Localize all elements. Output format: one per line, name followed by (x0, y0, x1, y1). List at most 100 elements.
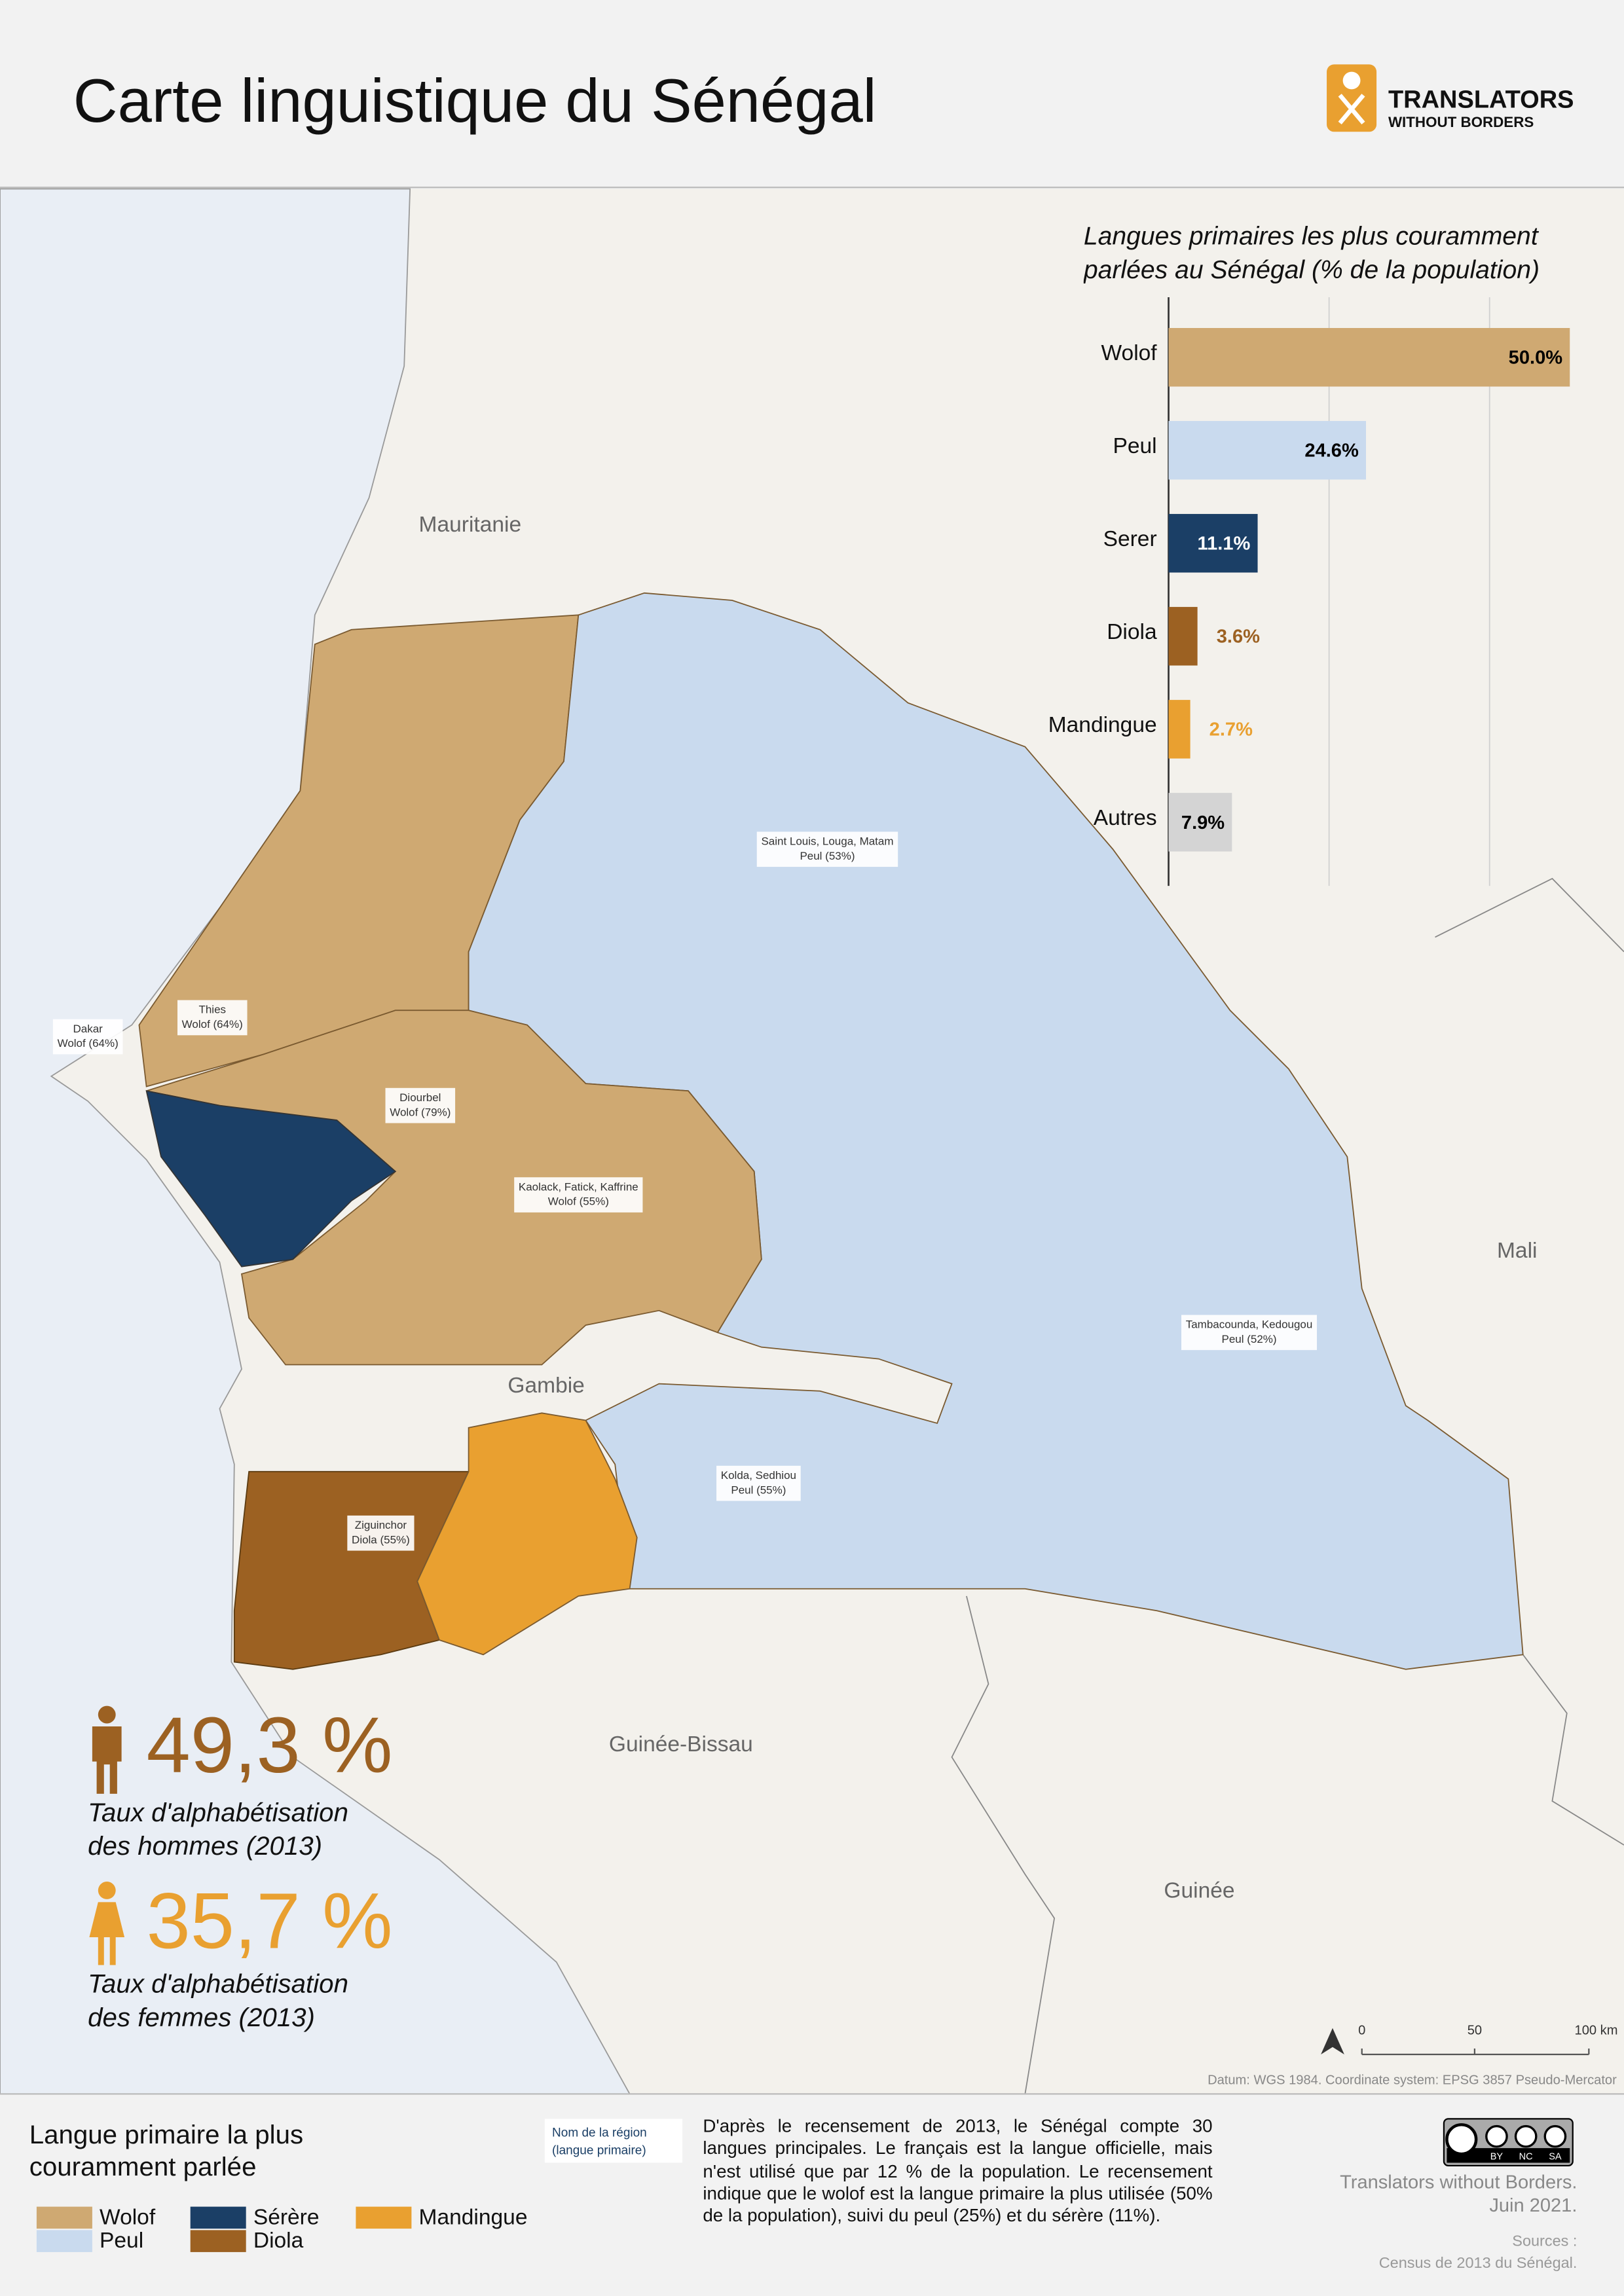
region-label-box (514, 1177, 643, 1212)
cc-icon (1445, 2123, 1478, 2156)
literacy-caption: des hommes (2013) (88, 1831, 322, 1861)
literacy: 49,3 % Taux d'alphabétisation des hommes… (88, 1701, 392, 2032)
literacy-caption: des femmes (2013) (88, 2003, 315, 2032)
scale-label: 50 (1467, 2023, 1482, 2037)
bar (1168, 514, 1258, 573)
literacy-figure: 49,3 % (147, 1701, 393, 1789)
map (0, 188, 1624, 2095)
region-language: Peul (52%) (1222, 1333, 1277, 1345)
legend-label: Diola (253, 2229, 304, 2253)
y-tick-label: Mandingue (1048, 713, 1157, 737)
value-label: 24.6% (1304, 441, 1359, 462)
bar-chart: Wolof 50.0% Peul 24.6% Serer 11.1% Diola 3.6% Ma… (1048, 297, 1570, 886)
region-label-box (52, 1019, 123, 1055)
legend-key: Nom de la région (552, 2126, 647, 2140)
region-name: Saint Louis, Louga, Matam (761, 835, 893, 848)
y-tick-label: Peul (1113, 434, 1157, 458)
legend-swatch (190, 2206, 246, 2229)
country-label: Guinée-Bissau (609, 1732, 753, 1757)
region-name: Ziguinchor (355, 1519, 407, 1531)
icon-head (98, 1705, 116, 1724)
region-language: Peul (55%) (731, 1484, 786, 1496)
icon-woman (89, 1882, 125, 1965)
legend-label: Wolof (100, 2205, 156, 2229)
region-name: Thies (198, 1004, 226, 1016)
region-name: Tambacounda, Kedougou (1186, 1319, 1313, 1331)
logo-head (1342, 71, 1361, 90)
badge-strip (1447, 2148, 1570, 2163)
badge-icon (1543, 2124, 1567, 2148)
region-language: Wolof (64%) (58, 1037, 119, 1049)
region-language: Wolof (64%) (182, 1018, 243, 1030)
legend-title: couramment parlée (29, 2152, 257, 2181)
region-label-box (385, 1087, 456, 1123)
icon-body (92, 1726, 122, 1794)
country-label: Mali (1497, 1239, 1537, 1263)
literacy-caption: Taux d'alphabétisation (88, 1798, 348, 1827)
region-language: Wolof (55%) (548, 1195, 609, 1208)
region-name: Dakar (73, 1023, 103, 1035)
region-name: Kolda, Sedhiou (721, 1469, 796, 1482)
region-name: Diourbel (399, 1091, 441, 1104)
legend-key: (langue primaire) (552, 2144, 646, 2158)
region-label-box (756, 831, 898, 867)
chart-title: Langues primaires les plus couramment pa… (1083, 221, 1540, 284)
bar (1168, 793, 1232, 852)
title: Carte linguistique du Sénégal (73, 66, 877, 135)
legend-label: Sérère (253, 2205, 320, 2229)
legend-swatch (36, 2206, 92, 2229)
license-term: BY (1490, 2151, 1504, 2162)
icon-head (98, 1882, 116, 1899)
legend-swatch (356, 2206, 412, 2229)
legend-swatch (190, 2230, 246, 2252)
y-tick-label: Diola (1107, 620, 1157, 644)
license-term: NC (1519, 2151, 1533, 2162)
chart-title-box: Langues primaires les plus couramment pa… (1083, 221, 1540, 284)
logo-text: TRANSLATORS (1388, 86, 1574, 113)
bar (1168, 328, 1570, 387)
y-tick-label: Serer (1103, 527, 1157, 551)
region-language: Peul (53%) (800, 850, 855, 862)
bar (1168, 421, 1366, 480)
ocean (0, 188, 631, 2095)
region-label-box (347, 1515, 415, 1551)
bar (1168, 607, 1198, 666)
region-wolof-centre (146, 1010, 762, 1366)
value-label: 50.0% (1509, 348, 1563, 369)
credit: Juin 2021. (1489, 2195, 1577, 2216)
region-label-box (716, 1465, 801, 1501)
literacy-figure: 35,7 % (147, 1876, 393, 1965)
datum-bg (1171, 2069, 1624, 2093)
footer-bg (0, 2094, 1624, 2296)
border (1435, 877, 1624, 953)
scale-label: 0 (1358, 2023, 1365, 2037)
country-label: Guinée (1164, 1879, 1234, 1903)
scale-label: 100 km (1575, 2023, 1618, 2037)
y-tick-label: Wolof (1101, 341, 1158, 365)
country-label: Gambie (507, 1374, 584, 1398)
region-name: Kaolack, Fatick, Kaffrine (519, 1180, 638, 1193)
bar (1168, 700, 1190, 759)
badge-icon (1485, 2124, 1508, 2148)
sources: Sources : (1512, 2232, 1577, 2249)
legend-label: Mandingue (419, 2205, 528, 2229)
note: D'après le recensement de 2013, le Sénég… (703, 2115, 1213, 2227)
border (1522, 1654, 1624, 1846)
license-badge: BY NC SA (1443, 2118, 1574, 2167)
datum: Datum: WGS 1984. Coordinate system: EPSG… (1208, 2073, 1617, 2088)
logo-mark (1327, 64, 1377, 132)
sources: Census de 2013 du Sénégal. (1379, 2254, 1578, 2271)
region-label-box (177, 1000, 248, 1036)
logo-subtext: WITHOUT BORDERS (1388, 114, 1534, 130)
country-label: Mauritanie (419, 513, 522, 537)
license-term: SA (1549, 2151, 1562, 2162)
region-labels: Saint Louis, Louga, Matam Peul (53%) Tamba… (52, 831, 1318, 1551)
value-label: 11.1% (1198, 534, 1251, 555)
north-arrow (1321, 2028, 1344, 2054)
region-label-box (1181, 1315, 1318, 1351)
region-serere (145, 1090, 397, 1267)
value-label: 2.7% (1209, 720, 1253, 740)
